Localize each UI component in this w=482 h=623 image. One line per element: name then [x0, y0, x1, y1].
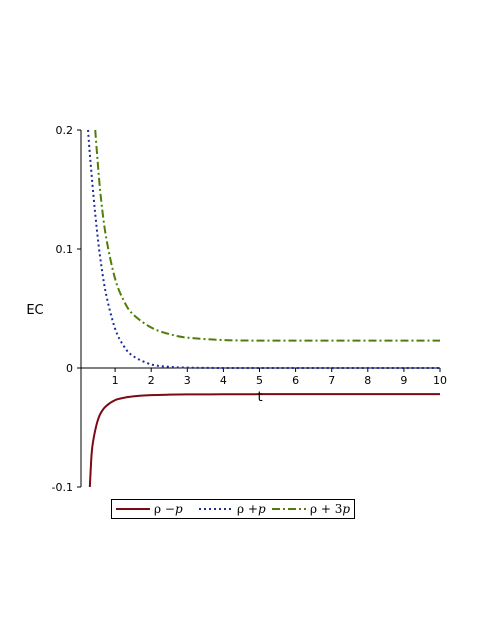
x-tick-label: 5: [256, 374, 263, 387]
y-tick-label: 0.2: [56, 124, 74, 137]
x-tick-label: 2: [148, 374, 155, 387]
legend-label-prefix: ρ + 3: [310, 502, 343, 516]
legend-swatch-solid: [116, 508, 150, 510]
series-line-1: [88, 393, 440, 488]
legend-swatch-dotted: [199, 508, 233, 510]
x-tick-label: 9: [400, 374, 407, 387]
legend: ρ − p ρ + p ρ + 3 p: [111, 499, 355, 519]
tick-labels: 1 2 3 4 5 6 7 8 9 10 0.2 0.1 0 -0.1: [52, 124, 447, 494]
y-axis-label: EC: [26, 303, 43, 318]
x-tick-label: 6: [292, 374, 299, 387]
legend-item-rho-plus-p: ρ + p: [199, 500, 266, 518]
x-tick-label: 3: [184, 374, 191, 387]
x-tick-label: 10: [433, 374, 447, 387]
legend-item-rho-plus-3p: ρ + 3 p: [272, 500, 350, 518]
y-tick-label: 0.1: [56, 243, 74, 256]
x-tick-label: 1: [112, 374, 119, 387]
series-line-2: [87, 129, 440, 370]
legend-label-prefix: ρ +: [237, 502, 258, 516]
series-line-3: [94, 129, 440, 342]
y-tick-label: -0.1: [52, 481, 73, 494]
axes: [77, 129, 441, 488]
legend-label-var: p: [342, 502, 351, 516]
series-group: [87, 129, 440, 488]
x-tick-label: 7: [328, 374, 335, 387]
legend-swatch-dashdot: [272, 508, 306, 510]
x-tick-label: 4: [220, 374, 227, 387]
y-tick-label: 0: [66, 362, 73, 375]
x-tick-label: 8: [364, 374, 371, 387]
legend-label-var: p: [174, 502, 183, 516]
legend-item-rho-minus-p: ρ − p: [116, 500, 183, 518]
x-axis-label: t: [257, 390, 262, 405]
legend-label-var: p: [257, 502, 266, 516]
legend-label-prefix: ρ −: [154, 502, 175, 516]
